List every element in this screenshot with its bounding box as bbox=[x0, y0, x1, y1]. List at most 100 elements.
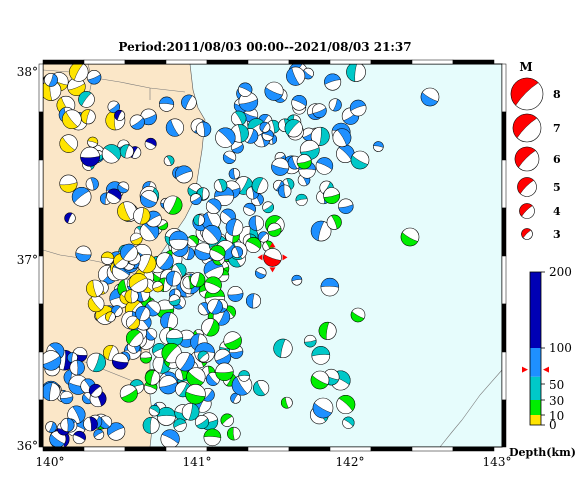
earthquake-events bbox=[40, 62, 440, 450]
event-beachball bbox=[72, 430, 86, 445]
event-beachball bbox=[201, 318, 220, 337]
event-beachball bbox=[111, 352, 129, 370]
frame-bar-top bbox=[411, 59, 454, 65]
event-beachball bbox=[69, 62, 89, 82]
event-beachball bbox=[231, 246, 244, 258]
frame-bar-left bbox=[38, 207, 44, 257]
frame-bar-bottom bbox=[329, 446, 372, 452]
event-beachball bbox=[144, 369, 161, 386]
event-beachball bbox=[215, 362, 234, 382]
lon-tick-142: 142° bbox=[336, 455, 365, 469]
event-beachball bbox=[273, 338, 293, 359]
event-beachball bbox=[194, 415, 209, 430]
event-beachball bbox=[350, 150, 370, 170]
depth-tick-100: 100 bbox=[549, 341, 572, 355]
frame-bar-right bbox=[501, 63, 507, 113]
event-beachball bbox=[253, 380, 270, 397]
depth-legend-title: Depth(km) bbox=[509, 446, 576, 459]
mag-label-8: 8 bbox=[553, 88, 561, 101]
event-beachball bbox=[75, 245, 92, 262]
depth-colorbar-frame bbox=[529, 271, 542, 426]
depth-tick-200: 200 bbox=[549, 265, 572, 279]
event-beachball bbox=[350, 307, 366, 323]
event-beachball bbox=[186, 235, 199, 248]
frame-bar-top bbox=[83, 59, 126, 65]
event-beachball bbox=[119, 144, 134, 159]
event-beachball bbox=[87, 136, 99, 148]
lon-tick-143: 143° bbox=[483, 455, 512, 469]
frame-bar-top bbox=[329, 59, 372, 65]
event-beachball bbox=[222, 150, 237, 164]
event-beachball bbox=[215, 127, 236, 148]
map-graticule-bars bbox=[38, 59, 507, 452]
event-beachball bbox=[64, 212, 76, 224]
event-beachball bbox=[328, 98, 342, 112]
event-beachball bbox=[117, 201, 137, 222]
event-beachball bbox=[125, 329, 144, 347]
event-beachball bbox=[295, 193, 308, 206]
event-beachball bbox=[107, 100, 120, 114]
event-beachball bbox=[137, 253, 157, 274]
event-beachball bbox=[303, 334, 317, 348]
event-beachball bbox=[291, 274, 303, 286]
magnitude-legend-symbol bbox=[521, 228, 533, 240]
event-beachball bbox=[209, 245, 226, 262]
depth-colorbar bbox=[530, 271, 545, 426]
event-beachball bbox=[238, 82, 253, 97]
magnitude-legend-symbol bbox=[510, 77, 544, 111]
magnitude-legend: M 8 7 6 5 4 3 bbox=[510, 60, 561, 241]
frame-bar-left bbox=[38, 159, 44, 209]
event-beachball bbox=[266, 119, 281, 134]
event-beachball bbox=[202, 225, 222, 245]
event-beachball bbox=[291, 95, 307, 111]
event-beachball bbox=[197, 350, 210, 363]
mag-label-4: 4 bbox=[553, 205, 561, 218]
event-beachball bbox=[312, 103, 327, 118]
event-beachball bbox=[86, 70, 102, 85]
event-beachball bbox=[78, 91, 95, 108]
event-beachball bbox=[259, 121, 271, 133]
event-beachball bbox=[251, 177, 269, 194]
event-beachball bbox=[264, 81, 284, 101]
event-beachball bbox=[86, 279, 104, 298]
event-beachball bbox=[213, 178, 228, 193]
event-beachball bbox=[220, 413, 234, 427]
event-beachball bbox=[310, 126, 330, 146]
frame-bar-right bbox=[501, 111, 507, 161]
depth-tick-0: 0 bbox=[549, 418, 557, 432]
event-beachball bbox=[204, 276, 222, 294]
event-beachball bbox=[59, 174, 78, 193]
event-beachball bbox=[245, 293, 262, 309]
event-beachball bbox=[227, 426, 241, 441]
event-beachball bbox=[315, 157, 334, 175]
event-beachball bbox=[262, 201, 274, 214]
frame-bar-bottom bbox=[42, 446, 85, 452]
frame-bar-left bbox=[38, 399, 44, 448]
event-beachball bbox=[159, 96, 175, 112]
event-beachball bbox=[190, 193, 202, 205]
mag-label-5: 5 bbox=[553, 181, 561, 194]
event-beachball bbox=[175, 165, 193, 184]
event-beachball bbox=[243, 202, 256, 216]
event-beachball bbox=[286, 66, 306, 86]
event-beachball bbox=[93, 429, 105, 440]
frame-bar-right bbox=[501, 159, 507, 209]
event-beachball bbox=[106, 188, 122, 204]
event-beachball bbox=[338, 198, 354, 214]
prefecture-border bbox=[42, 63, 186, 391]
frame-bar-top bbox=[124, 59, 167, 65]
event-beachball bbox=[420, 87, 440, 107]
event-beachball bbox=[324, 73, 342, 91]
event-beachball bbox=[230, 392, 242, 404]
event-beachball bbox=[60, 390, 74, 405]
event-beachball bbox=[227, 286, 244, 302]
depth-tick-50: 50 bbox=[549, 378, 564, 392]
event-beachball bbox=[228, 168, 241, 180]
event-beachball bbox=[310, 220, 332, 242]
event-beachball bbox=[101, 144, 122, 164]
frame-bar-right bbox=[501, 207, 507, 257]
event-beachball bbox=[105, 311, 116, 323]
event-beachball bbox=[156, 252, 174, 271]
frame-bar-top bbox=[370, 59, 413, 65]
highlight-pointer bbox=[269, 267, 276, 273]
